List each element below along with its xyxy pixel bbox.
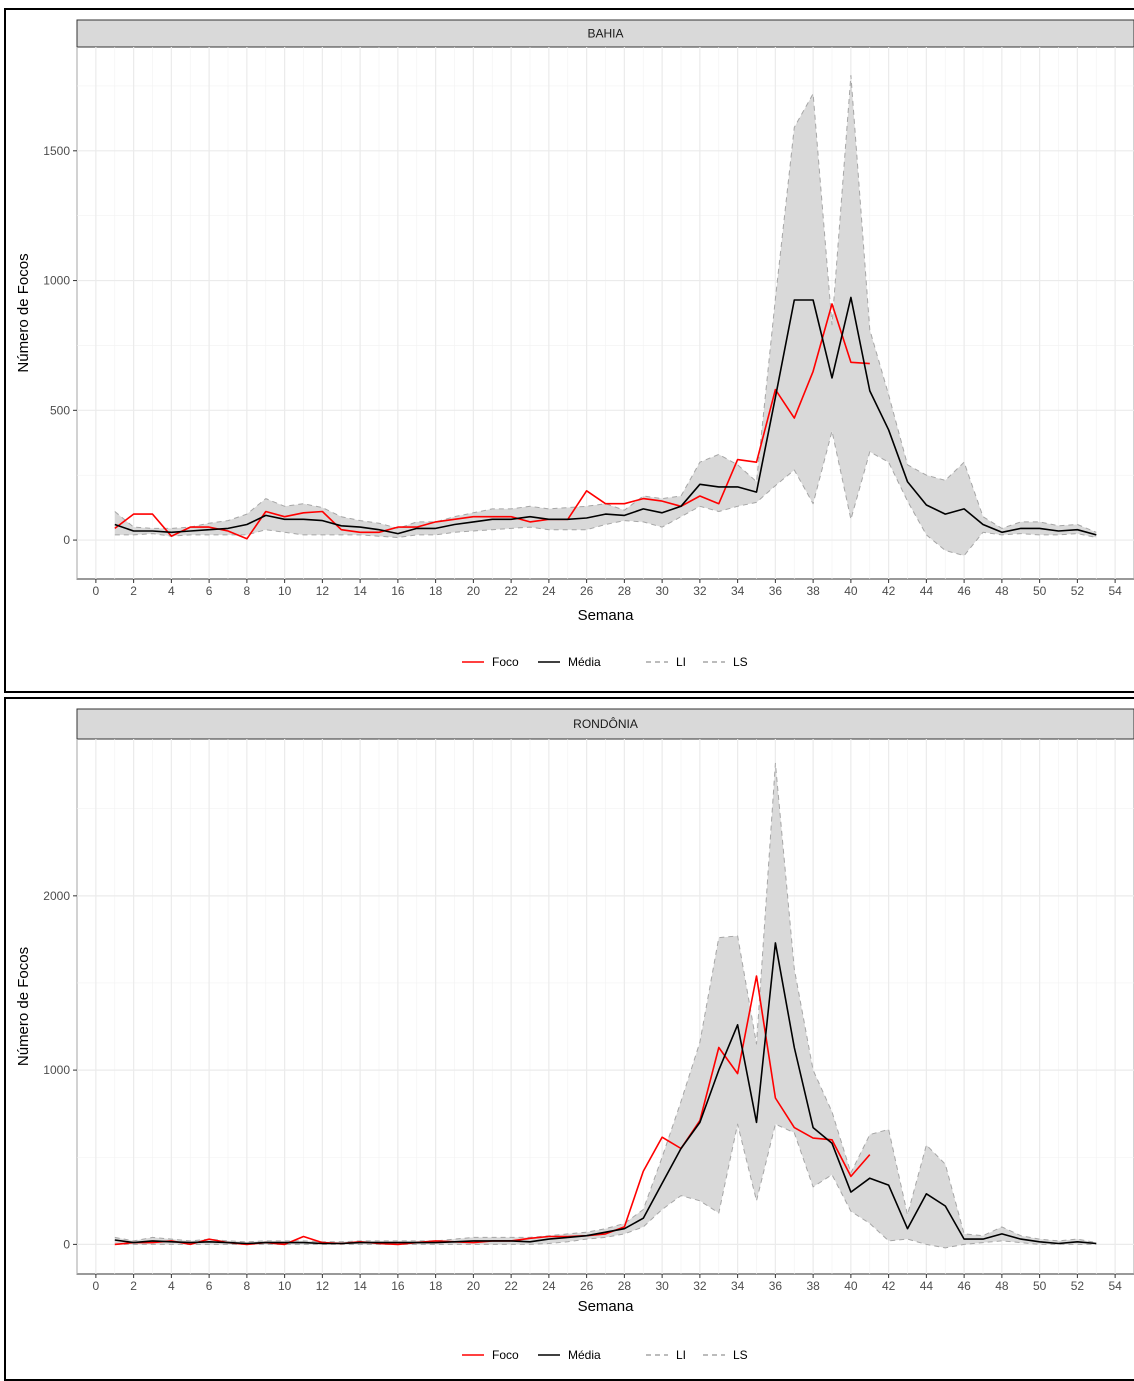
x-axis-title: Semana xyxy=(578,607,635,624)
x-tick-label: 2 xyxy=(130,1279,137,1293)
x-tick-label: 0 xyxy=(93,1279,100,1293)
x-tick-label: 48 xyxy=(995,1279,1009,1293)
y-axis-title: Número de Focos xyxy=(15,947,32,1066)
y-tick-label: 1000 xyxy=(43,1063,70,1077)
legend: Foco Média LI LS xyxy=(462,655,748,669)
legend-label-0: Foco xyxy=(492,1348,519,1362)
x-tick-label: 44 xyxy=(920,1279,934,1293)
x-tick-label: 0 xyxy=(93,584,100,598)
x-tick-label: 54 xyxy=(1108,584,1122,598)
x-tick-label: 36 xyxy=(769,1279,783,1293)
x-tick-label: 42 xyxy=(882,1279,896,1293)
x-tick-label: 48 xyxy=(995,584,1009,598)
legend-label-3: LS xyxy=(733,1348,748,1362)
y-tick-label: 1500 xyxy=(43,144,70,158)
x-tick-label: 28 xyxy=(618,584,632,598)
x-tick-label: 32 xyxy=(693,584,707,598)
x-tick-label: 4 xyxy=(168,1279,175,1293)
y-tick-label: 0 xyxy=(63,533,70,547)
strip-title: BAHIA xyxy=(587,27,623,41)
series-line-foco xyxy=(114,303,870,540)
x-tick-label: 10 xyxy=(278,584,292,598)
series-line-media xyxy=(114,296,1097,536)
x-tick-label: 26 xyxy=(580,584,594,598)
x-tick-label: 40 xyxy=(844,1279,858,1293)
x-tick-label: 28 xyxy=(618,1279,632,1293)
x-tick-label: 54 xyxy=(1108,1279,1122,1293)
x-tick-label: 36 xyxy=(769,584,783,598)
strip-background xyxy=(76,19,1134,48)
x-axis-title: Semana xyxy=(578,1298,635,1315)
legend-label-2: LI xyxy=(676,1348,686,1362)
x-tick-label: 44 xyxy=(920,584,934,598)
x-tick-label: 16 xyxy=(391,584,405,598)
x-tick-label: 20 xyxy=(467,1279,481,1293)
x-tick-label: 20 xyxy=(467,584,481,598)
x-tick-label: 16 xyxy=(391,1279,405,1293)
x-tick-label: 30 xyxy=(655,1279,669,1293)
legend-label-2: LI xyxy=(676,655,686,669)
x-tick-label: 52 xyxy=(1071,584,1085,598)
y-tick-label: 1000 xyxy=(43,274,70,288)
legend-label-3: LS xyxy=(733,655,748,669)
series-line-li xyxy=(114,430,1097,557)
x-tick-label: 50 xyxy=(1033,1279,1047,1293)
x-tick-label: 8 xyxy=(244,1279,251,1293)
confidence-band xyxy=(114,75,1097,556)
x-tick-label: 46 xyxy=(957,1279,971,1293)
x-tick-label: 12 xyxy=(316,1279,330,1293)
x-tick-label: 32 xyxy=(693,1279,707,1293)
x-tick-label: 40 xyxy=(844,584,858,598)
x-tick-label: 34 xyxy=(731,584,745,598)
x-tick-label: 46 xyxy=(957,584,971,598)
legend-label-1: Média xyxy=(568,1348,601,1362)
y-tick-label: 0 xyxy=(63,1237,70,1251)
x-tick-label: 50 xyxy=(1033,584,1047,598)
x-tick-label: 38 xyxy=(806,584,820,598)
x-tick-label: 10 xyxy=(278,1279,292,1293)
x-tick-label: 22 xyxy=(504,584,518,598)
x-tick-label: 42 xyxy=(882,584,896,598)
x-tick-label: 2 xyxy=(130,584,137,598)
x-tick-label: 38 xyxy=(806,1279,820,1293)
legend-label-1: Média xyxy=(568,655,601,669)
x-tick-label: 14 xyxy=(353,1279,367,1293)
x-tick-label: 12 xyxy=(316,584,330,598)
legend: Foco Média LI LS xyxy=(462,1348,748,1362)
x-tick-label: 6 xyxy=(206,1279,213,1293)
x-tick-label: 30 xyxy=(655,584,669,598)
x-tick-label: 14 xyxy=(353,584,367,598)
series-line-media xyxy=(114,942,1097,1245)
y-tick-label: 2000 xyxy=(43,889,70,903)
x-tick-label: 18 xyxy=(429,1279,443,1293)
series-line-ls xyxy=(114,762,1097,1244)
x-tick-label: 34 xyxy=(731,1279,745,1293)
y-tick-label: 500 xyxy=(50,403,70,417)
x-tick-label: 18 xyxy=(429,584,443,598)
series-line-ls xyxy=(114,75,1097,533)
x-tick-label: 22 xyxy=(504,1279,518,1293)
legend-label-0: Foco xyxy=(492,655,519,669)
x-tick-label: 6 xyxy=(206,584,213,598)
strip-title: RONDÔNIA xyxy=(573,716,638,731)
x-tick-label: 8 xyxy=(244,584,251,598)
y-axis-title: Número de Focos xyxy=(15,253,32,372)
x-tick-label: 24 xyxy=(542,1279,556,1293)
x-tick-label: 52 xyxy=(1071,1279,1085,1293)
x-tick-label: 26 xyxy=(580,1279,594,1293)
x-tick-label: 4 xyxy=(168,584,175,598)
x-tick-label: 24 xyxy=(542,584,556,598)
